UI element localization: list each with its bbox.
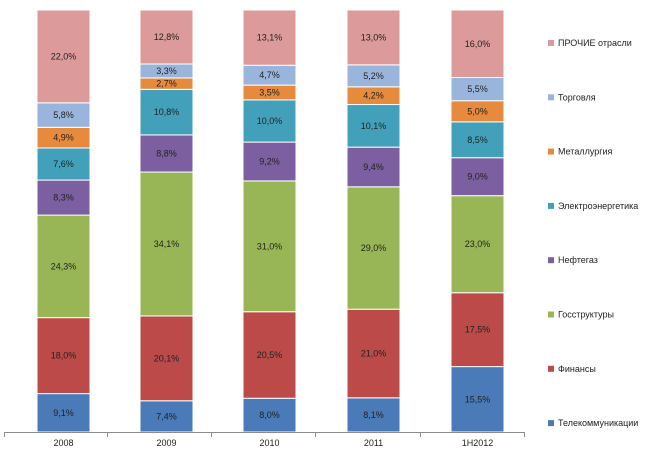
data-label: 9,1%	[53, 408, 74, 418]
data-label: 20,5%	[257, 350, 283, 360]
legend-swatch	[548, 365, 554, 372]
bar-segment	[346, 146, 401, 188]
bar-segment	[450, 157, 505, 197]
bar-segment	[242, 99, 297, 143]
x-tick-label: 2010	[259, 438, 279, 448]
legend-swatch	[548, 94, 554, 101]
legend-swatch	[548, 202, 554, 209]
legend-swatch	[548, 148, 554, 155]
x-tick-label: 1H2012	[462, 438, 494, 448]
data-label: 12,8%	[154, 32, 180, 42]
bar-segment	[36, 179, 91, 216]
legend-swatch	[548, 40, 554, 46]
bar-segment	[346, 397, 401, 433]
legend-label: Телекоммуникации	[558, 418, 638, 428]
x-tick-label: 2011	[364, 438, 383, 448]
bar-segment	[139, 315, 194, 402]
x-tick-label: 2008	[53, 438, 73, 448]
bar-segment	[36, 9, 91, 104]
bar-segment	[450, 121, 505, 159]
x-axis: 2008 2009 2010 2011 1H2012	[4, 432, 525, 448]
legend-label: Финансы	[558, 364, 596, 374]
data-label: 10,8%	[154, 107, 180, 117]
data-label: 31,0%	[257, 241, 283, 251]
data-label: 22,0%	[51, 51, 77, 61]
data-label: 16,0%	[465, 39, 491, 49]
data-label: 15,5%	[465, 394, 491, 404]
data-label: 7,6%	[53, 159, 74, 169]
bar-segment	[450, 292, 505, 368]
data-label: 17,5%	[465, 325, 491, 335]
bar-segment	[346, 9, 401, 66]
bar-segment	[346, 308, 401, 399]
data-label: 5,0%	[467, 106, 488, 116]
data-label: 34,1%	[154, 239, 180, 249]
bar-segment	[139, 134, 194, 173]
data-label: 5,8%	[53, 110, 74, 120]
data-label: 7,4%	[156, 411, 177, 421]
legend-label: Металлургия	[558, 147, 613, 157]
data-label: 21,0%	[361, 349, 387, 359]
data-label: 8,8%	[156, 148, 177, 158]
plot-area: 9,1% 18,0% 24,3% 8,3% 7,6% 4,9% 5,8% 22,0% 7,4% 2…	[36, 9, 505, 433]
legend-label: Нефтегаз	[558, 255, 598, 265]
data-label: 8,0%	[259, 410, 280, 420]
x-tick-label: 2009	[156, 438, 176, 448]
legend-swatch	[548, 257, 554, 264]
data-label: 4,2%	[363, 91, 384, 101]
data-label: 5,5%	[467, 84, 488, 94]
bar-segment	[36, 147, 91, 181]
data-label: 9,4%	[363, 162, 384, 172]
bar-segment	[36, 393, 91, 433]
bar-segment	[346, 186, 401, 310]
legend-label: Электроэнергетика	[558, 201, 638, 211]
bar-segment	[242, 9, 297, 66]
data-label: 5,2%	[363, 71, 384, 81]
data-label: 4,7%	[259, 70, 280, 80]
bar-segment	[450, 366, 505, 433]
bar-segment	[139, 400, 194, 433]
data-label: 3,3%	[156, 66, 177, 76]
data-label: 13,1%	[257, 33, 283, 43]
legend-label: Торговля	[558, 92, 596, 102]
data-label: 23,0%	[465, 239, 491, 249]
data-label: 8,5%	[467, 135, 488, 145]
data-label: 10,1%	[361, 121, 387, 131]
legend-label: Госструктуры	[558, 310, 614, 320]
bar-segment	[36, 317, 91, 395]
data-label: 24,3%	[51, 261, 77, 271]
data-label: 8,1%	[363, 410, 384, 420]
bar-segment	[242, 311, 297, 399]
data-label: 29,0%	[361, 243, 387, 253]
bar-segment	[139, 9, 194, 65]
legend-swatch	[548, 311, 554, 318]
data-label: 9,0%	[467, 172, 488, 182]
legend: ПРОЧИЕ отрасли Торговля Металлургия Электро…	[548, 38, 638, 428]
legend-label: ПРОЧИЕ отрасли	[558, 38, 632, 48]
data-label: 20,1%	[154, 353, 180, 363]
data-label: 10,0%	[257, 116, 283, 126]
legend-swatch	[548, 420, 554, 427]
data-label: 8,3%	[53, 193, 74, 203]
bar-segment	[242, 180, 297, 313]
data-label: 9,2%	[259, 156, 280, 166]
bar-segment	[139, 88, 194, 136]
bar-segment	[36, 102, 91, 128]
bar-segment	[450, 195, 505, 294]
data-label: 18,0%	[51, 351, 77, 361]
data-label: 2,7%	[156, 79, 177, 89]
bar-segment	[242, 141, 297, 182]
data-label: 4,9%	[53, 133, 74, 143]
bar-segment	[346, 104, 401, 148]
data-label: 13,0%	[361, 32, 387, 42]
bar-segment	[450, 9, 505, 79]
data-label: 3,5%	[259, 88, 280, 98]
